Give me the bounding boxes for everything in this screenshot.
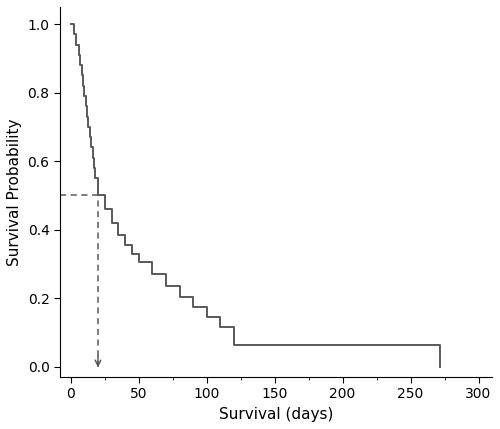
X-axis label: Survival (days): Survival (days) bbox=[219, 407, 333, 422]
Y-axis label: Survival Probability: Survival Probability bbox=[7, 118, 22, 266]
